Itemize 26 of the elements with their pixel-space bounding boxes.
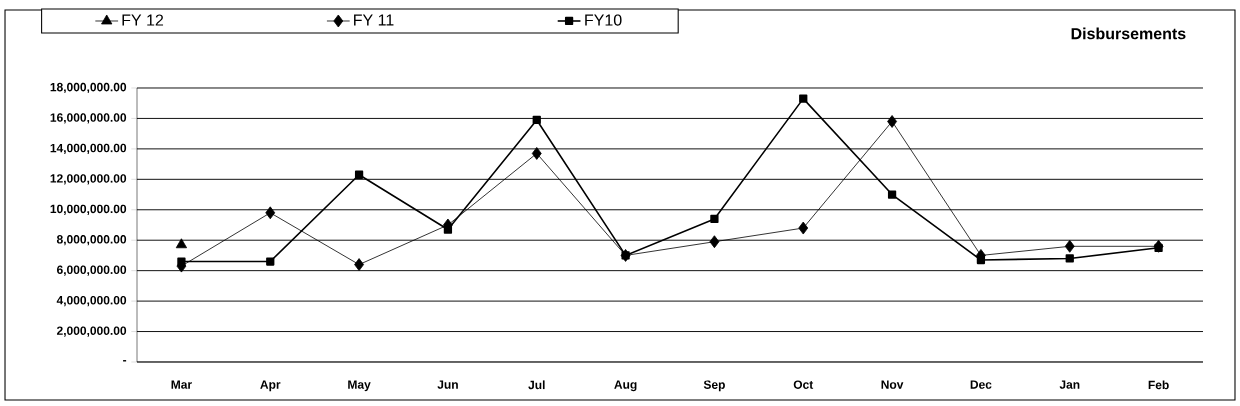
y-tick-label: 4,000,000.00 (56, 295, 127, 307)
legend-label: FY 12 (122, 14, 164, 26)
y-tick-label: 18,000,000.00 (50, 82, 127, 94)
y-tick-label: 8,000,000.00 (56, 235, 127, 246)
y-tick-label: 16,000,000.00 (50, 113, 127, 124)
y-tick-label: 2,000,000.00 (56, 326, 127, 337)
x-tick-label: Sep (703, 380, 725, 392)
y-tick-label: - (123, 360, 127, 362)
x-tick-label: Jan (1059, 380, 1080, 389)
x-tick-label: Feb (1148, 380, 1169, 390)
x-tick-label: Dec (970, 380, 992, 389)
x-tick-label: Aug (614, 380, 637, 392)
x-tick-label: Oct (793, 380, 814, 389)
y-tick-label: 6,000,000.00 (56, 265, 127, 276)
legend-label: FY 11 (354, 14, 394, 26)
x-tick-label: May (348, 380, 371, 392)
x-tick-label: Jul (528, 380, 545, 390)
y-tick-label: 10,000,000.00 (50, 204, 127, 215)
y-tick-label: 12,000,000.00 (50, 174, 127, 185)
legend-label: FY10 (585, 14, 622, 26)
chart-title: Disbursements (1071, 27, 1186, 40)
y-tick-label: 14,000,000.00 (50, 143, 127, 154)
x-tick-label: Jun (437, 380, 458, 389)
x-tick-label: Nov (881, 380, 904, 389)
x-tick-label: Mar (171, 380, 192, 389)
x-tick-label: Apr (260, 380, 281, 392)
